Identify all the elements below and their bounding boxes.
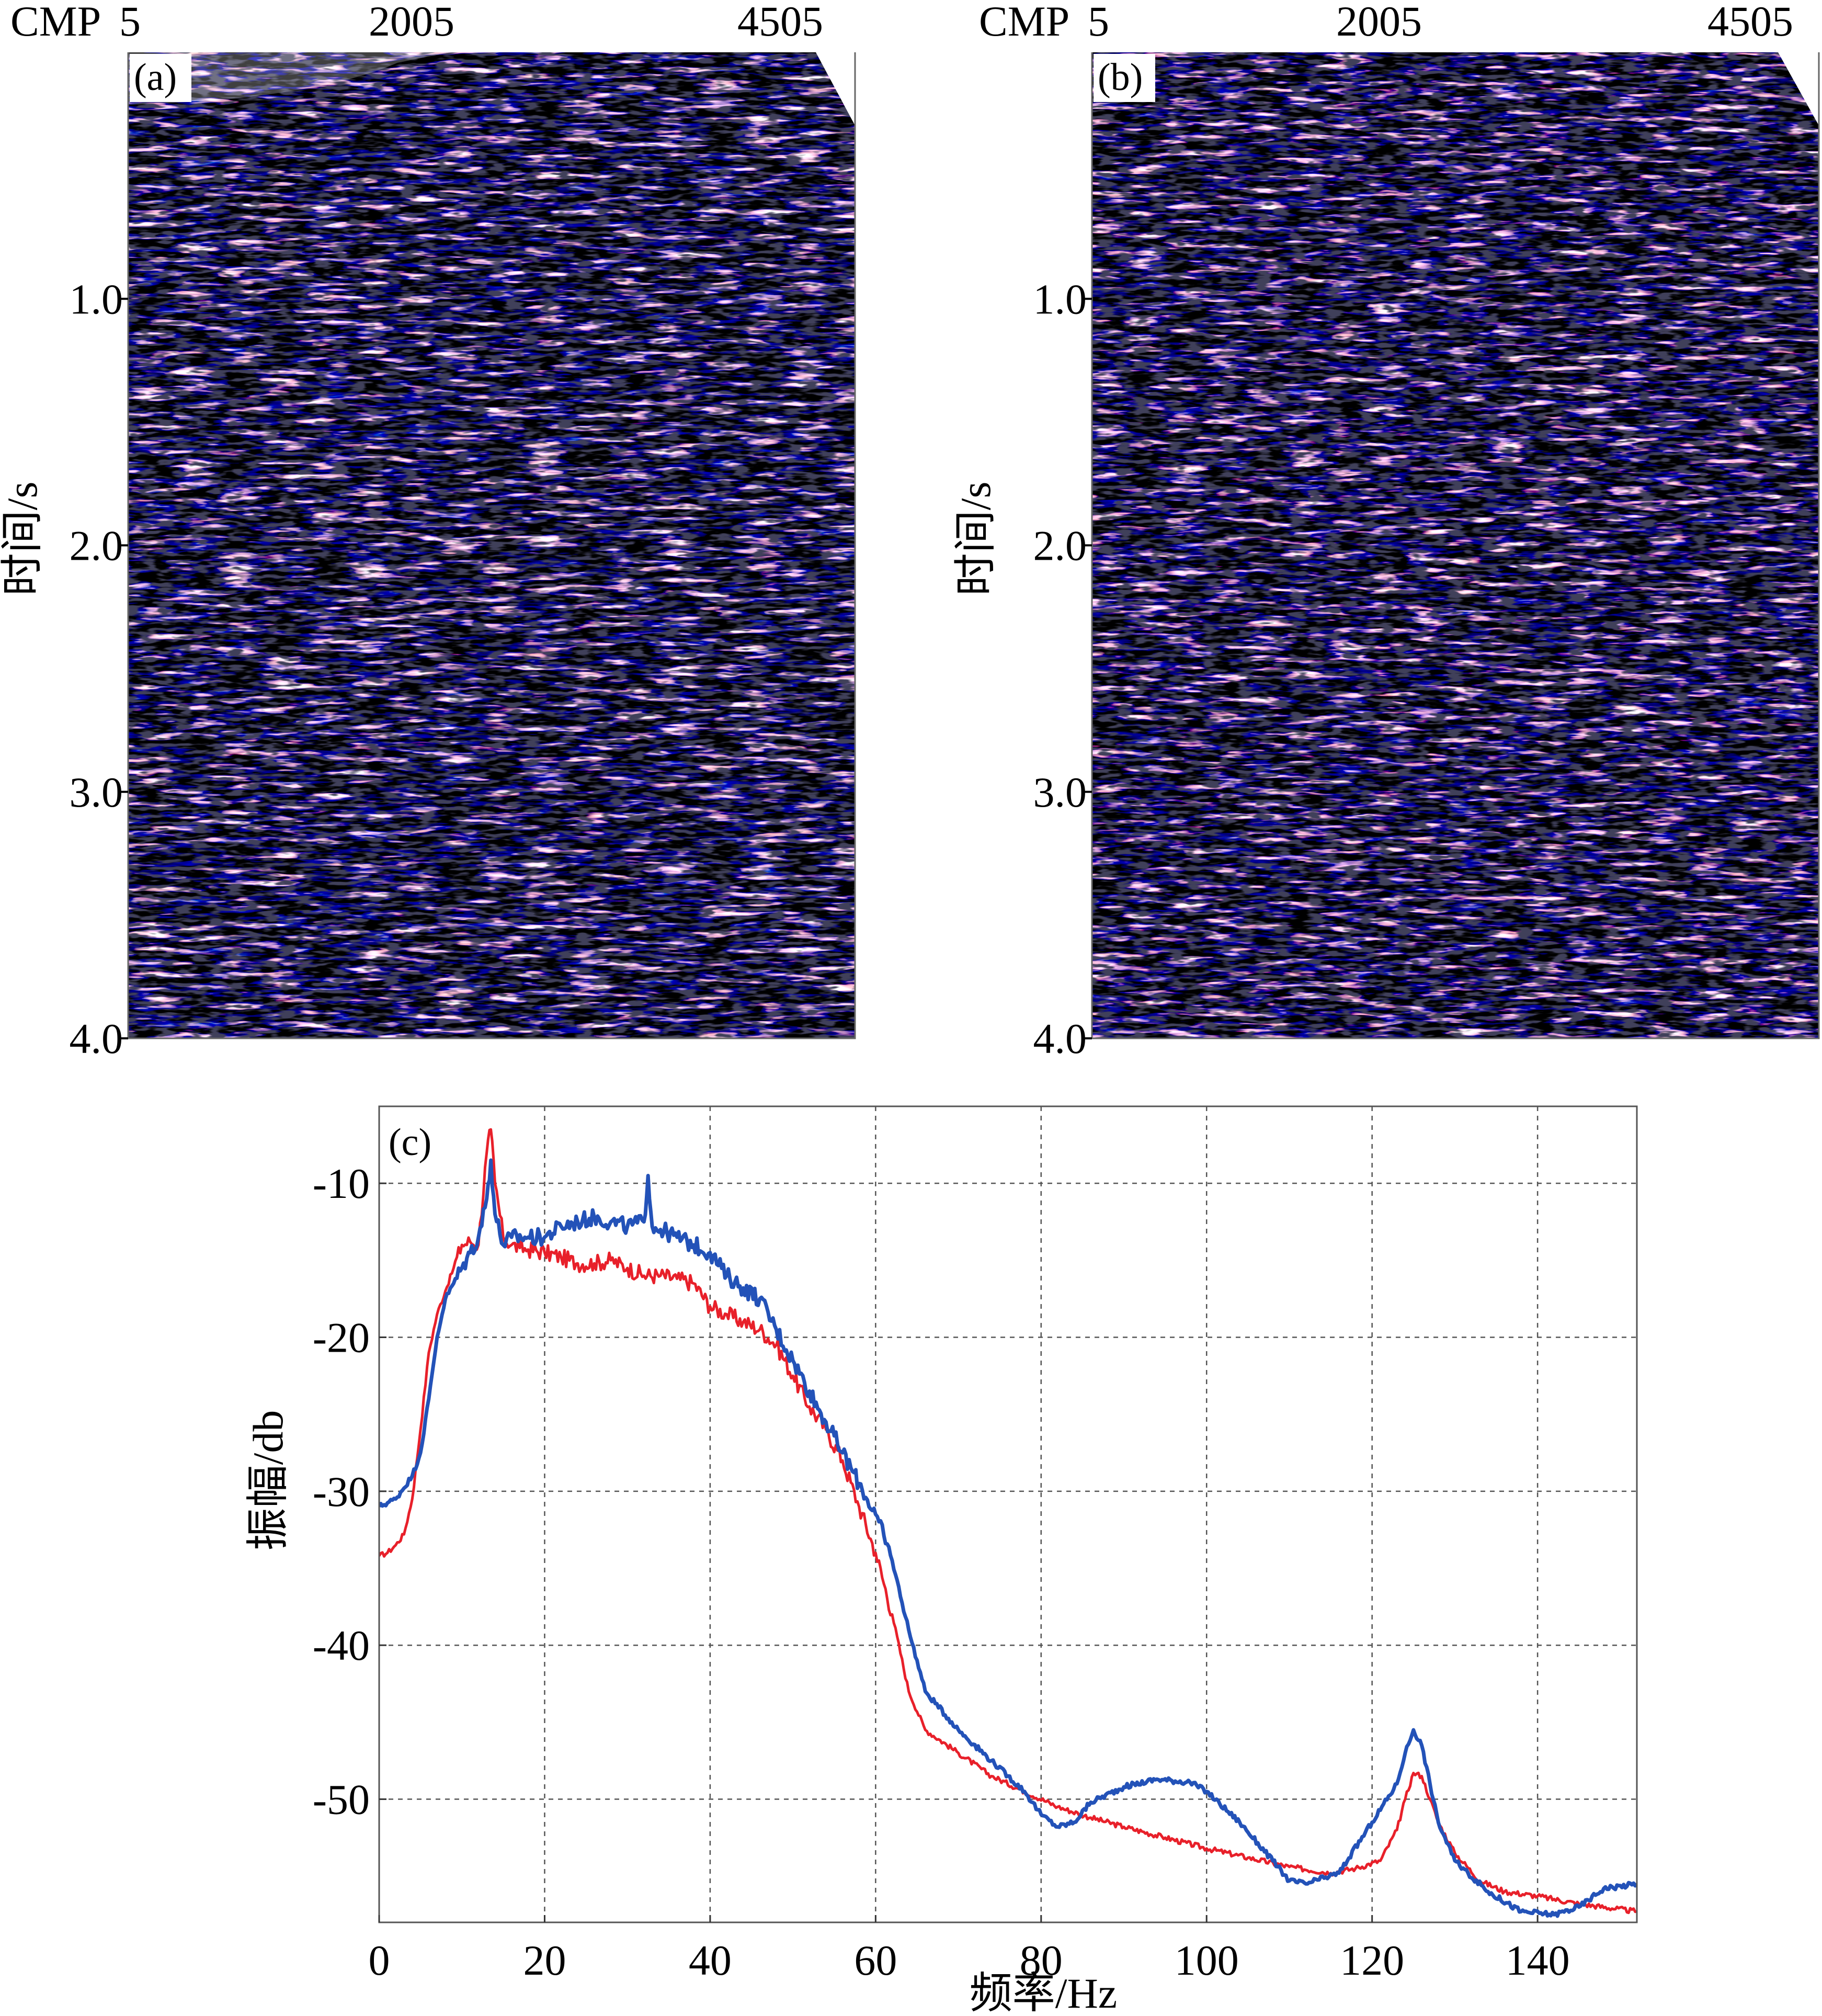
series-line-0	[379, 1128, 1637, 1915]
time-tick-a-1: 2.0	[70, 522, 123, 570]
panel-label-b: (b)	[1098, 56, 1143, 99]
time-tick-a-2: 3.0	[70, 768, 123, 816]
x-tick-label-2: 40	[689, 1936, 732, 1984]
x-tick-label-3: 60	[854, 1936, 897, 1984]
cmp-tick-a-0: 5	[119, 0, 141, 45]
time-tick-a-3: 4.0	[70, 1015, 123, 1062]
y-axis-title-a: 时间/s	[0, 482, 46, 596]
plot-frame	[378, 1105, 1638, 1923]
cmp-tick-a-1: 2005	[369, 0, 454, 45]
y-tick-label-4: -50	[313, 1776, 370, 1824]
time-tick-b-2: 3.0	[1033, 768, 1087, 816]
x-tick-label-4: 80	[1020, 1936, 1063, 1984]
cmp-tick-b-1: 2005	[1336, 0, 1422, 45]
spectrum-chart: 0 20 40 60 80 100 120 140 -10 -20 -30 -40 -50 (c) 频率…	[244, 1105, 1638, 2016]
cmp-tick-b-2: 4505	[1707, 0, 1793, 45]
grid	[379, 1106, 1637, 1922]
cmp-label-a: CMP	[10, 0, 101, 45]
x-tick-label-6: 120	[1340, 1936, 1404, 1984]
panel-label-a: (a)	[134, 56, 177, 99]
seismic-section-b: CMP 5 2005 4505 1.0 2.0 3.0 4.0 (b) 时间/s	[952, 0, 1820, 1062]
x-tick-label-5: 100	[1175, 1936, 1239, 1984]
time-tick-b-1: 2.0	[1033, 522, 1087, 570]
y-axis-title: 振幅/db	[244, 1410, 292, 1551]
series-lines	[379, 1128, 1637, 1918]
series-line-1	[379, 1158, 1637, 1918]
seismic-top-mute-a	[128, 52, 450, 105]
panel-tag-bg-b	[1094, 54, 1155, 102]
seismic-corner-mute-b	[1778, 52, 1819, 126]
axis-ticks: 0 20 40 60 80 100 120 140 -10 -20 -30 -40 -50	[313, 1160, 1570, 1984]
x-axis-title: 频率/Hz	[970, 1969, 1117, 2016]
cmp-tick-b-0: 5	[1088, 0, 1109, 45]
seismic-dark-events-b	[1092, 52, 1819, 1038]
x-tick-label-0: 0	[369, 1936, 390, 1984]
x-tick-label-7: 140	[1506, 1936, 1570, 1984]
y-tick-label-2: -30	[313, 1468, 370, 1515]
panel-label-c: (c)	[389, 1121, 431, 1164]
time-tick-b-0: 1.0	[1033, 275, 1087, 323]
y-axis-title-b: 时间/s	[952, 482, 999, 596]
y-tick-label-0: -10	[313, 1160, 370, 1207]
y-tick-label-3: -40	[313, 1622, 370, 1669]
cmp-label-b: CMP	[979, 0, 1069, 45]
time-tick-a-0: 1.0	[70, 275, 123, 323]
x-tick-label-1: 20	[523, 1936, 566, 1984]
panel-tag-bg-a	[130, 54, 191, 102]
seismic-corner-mute-a	[816, 52, 855, 126]
time-tick-b-3: 4.0	[1033, 1015, 1087, 1062]
seismic-section-a: CMP 5 2005 4505 1.0 2.0 3.0 4.0 (a) 时间/s	[0, 0, 856, 1062]
y-tick-label-1: -20	[313, 1314, 370, 1362]
cmp-tick-a-2: 4505	[737, 0, 823, 45]
seismic-dark-events-a	[128, 52, 855, 1038]
